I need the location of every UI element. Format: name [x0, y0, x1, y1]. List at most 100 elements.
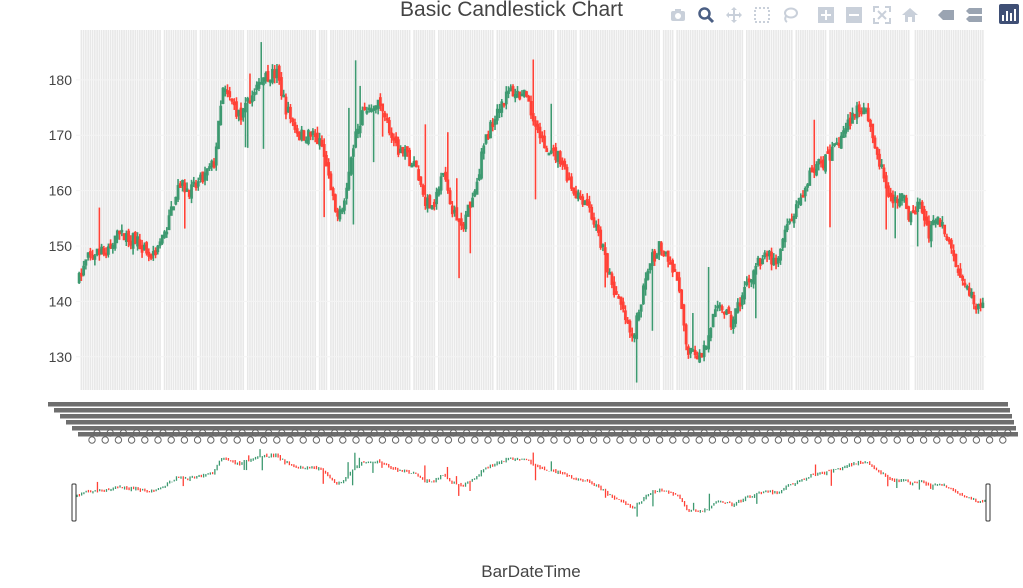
candle-body [86, 252, 90, 258]
candle-body [792, 215, 796, 224]
candle-body [610, 273, 614, 285]
candle-body [226, 90, 229, 95]
candle-body [498, 109, 501, 114]
candle-body [221, 87, 225, 104]
candle-body [178, 183, 182, 188]
spike-lines-icon[interactable] [935, 4, 957, 26]
zoom-icon[interactable] [695, 4, 717, 26]
candle-body [673, 269, 677, 272]
candle-body [273, 70, 277, 79]
autoscale-icon[interactable] [871, 4, 893, 26]
x-tick-marker [370, 429, 378, 437]
range-slider[interactable] [71, 449, 991, 522]
candle-body [900, 193, 904, 202]
candle-body [91, 254, 95, 259]
x-tick-marker [695, 436, 703, 444]
x-tick-marker [647, 429, 656, 437]
candle-body [864, 109, 868, 113]
reset-axes-icon[interactable] [899, 4, 921, 26]
candle-body [626, 319, 630, 323]
candle-body [943, 224, 947, 235]
x-tick-marker [603, 436, 611, 444]
candle-body [603, 247, 607, 256]
x-tick-marker [933, 436, 941, 444]
candle-body [509, 87, 513, 91]
candle-body [131, 233, 135, 249]
candle-body [329, 173, 333, 191]
candle-body [767, 250, 771, 257]
candle-body [738, 302, 742, 307]
candle-body [511, 86, 515, 97]
candle-body [432, 201, 436, 207]
candle-body [763, 252, 767, 258]
candle-body [122, 233, 126, 241]
candle-body [941, 221, 944, 226]
candle-body [554, 147, 558, 161]
x-tick-marker [396, 429, 405, 437]
candle-body [556, 151, 560, 162]
candle-body [932, 219, 935, 226]
zoom-out-icon[interactable] [843, 4, 865, 26]
candle-body [246, 98, 250, 102]
candle-body [945, 236, 949, 240]
x-tick-marker [502, 429, 510, 437]
x-tick-marker [212, 429, 220, 437]
candle-body [779, 248, 782, 261]
y-tick-label: 170 [49, 127, 73, 143]
x-tick-marker [264, 429, 273, 437]
candle-body [473, 190, 477, 197]
candle-body [408, 149, 411, 167]
candle-body [570, 176, 573, 189]
candle-body [169, 206, 173, 216]
candle-body [707, 335, 710, 350]
range-slider-right-handle[interactable] [985, 483, 991, 522]
candle-body [950, 239, 953, 249]
compare-hover-icon[interactable] [963, 4, 985, 26]
candle-body [691, 349, 695, 352]
x-tick-marker [542, 429, 550, 437]
candle-body [967, 287, 971, 296]
candle-body [828, 149, 832, 161]
candle-body [630, 333, 634, 337]
pan-icon[interactable] [723, 4, 745, 26]
candle-body [336, 210, 340, 217]
x-tick-marker [972, 436, 981, 444]
candle-body [428, 195, 432, 209]
candle-body [842, 130, 845, 139]
candle-body [902, 195, 906, 199]
candle-body [799, 197, 803, 206]
x-tick-marker [872, 429, 880, 437]
range-slider-left-handle[interactable] [71, 483, 77, 522]
x-tick-marker [220, 436, 228, 444]
candle-body [217, 120, 220, 149]
candle-body [302, 130, 306, 141]
candle-body [770, 251, 773, 265]
candle-body [635, 315, 639, 340]
candle-body [972, 295, 976, 305]
x-tick-marker [898, 429, 906, 437]
candle-body [327, 162, 331, 176]
zoom-in-icon[interactable] [815, 4, 837, 26]
candle-body [133, 231, 137, 244]
x-tick-marker [436, 429, 444, 437]
candle-body [500, 101, 504, 113]
candle-body [369, 109, 373, 112]
candle-body [253, 91, 256, 96]
x-tick-marker [365, 436, 373, 444]
candle-body [430, 205, 434, 210]
candle-body [457, 218, 461, 223]
x-tick-marker [748, 436, 756, 444]
x-tick-marker [101, 436, 109, 444]
candle-body [905, 197, 908, 209]
x-tick-marker [938, 429, 946, 437]
candle-body [365, 110, 369, 114]
camera-icon[interactable] [667, 4, 689, 26]
x-tick-marker [990, 429, 999, 437]
lasso-icon[interactable] [779, 4, 801, 26]
x-tick-label-band [66, 420, 1014, 425]
plotly-logo-icon[interactable] [999, 4, 1019, 24]
box-select-icon[interactable] [751, 4, 773, 26]
candle-body [970, 291, 974, 298]
candle-body [480, 151, 483, 179]
